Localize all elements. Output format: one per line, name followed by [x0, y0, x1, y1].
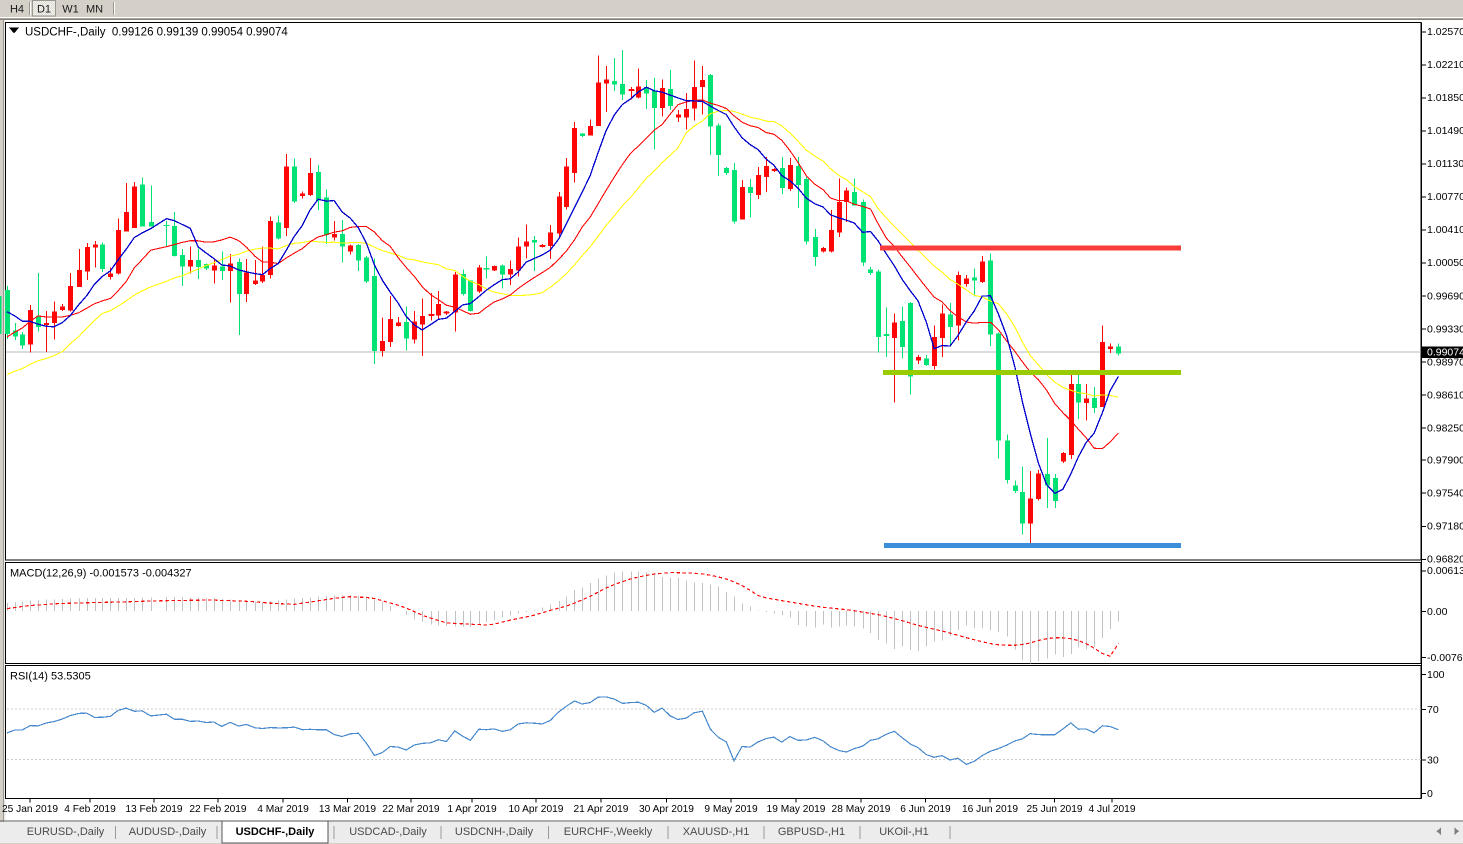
- svg-text:1.02570: 1.02570: [1427, 26, 1463, 38]
- svg-text:XAUUSD-,H1: XAUUSD-,H1: [683, 826, 750, 838]
- svg-text:1.00770: 1.00770: [1427, 191, 1463, 203]
- svg-text:0: 0: [1427, 788, 1433, 800]
- svg-text:0.98610: 0.98610: [1427, 389, 1463, 401]
- svg-text:4 Mar 2019: 4 Mar 2019: [257, 804, 309, 815]
- svg-text:16 Jun 2019: 16 Jun 2019: [962, 804, 1018, 815]
- svg-text:30 Apr 2019: 30 Apr 2019: [639, 804, 694, 815]
- svg-text:1.00050: 1.00050: [1427, 257, 1463, 269]
- svg-text:21 Apr 2019: 21 Apr 2019: [574, 804, 629, 815]
- svg-text:1.02210: 1.02210: [1427, 59, 1463, 71]
- svg-text:19 May 2019: 19 May 2019: [767, 804, 826, 815]
- svg-text:13 Mar 2019: 13 Mar 2019: [319, 804, 377, 815]
- svg-text:100: 100: [1427, 669, 1445, 681]
- svg-text:1 Apr 2019: 1 Apr 2019: [447, 804, 497, 815]
- svg-text:0.99690: 0.99690: [1427, 290, 1463, 302]
- svg-text:0.00: 0.00: [1427, 606, 1448, 618]
- svg-text:-0.007612: -0.007612: [1427, 652, 1463, 664]
- svg-text:0.98970: 0.98970: [1427, 356, 1463, 368]
- svg-text:MACD(12,26,9) -0.001573 -0.004: MACD(12,26,9) -0.001573 -0.004327: [10, 568, 192, 580]
- svg-text:H4: H4: [10, 4, 24, 16]
- svg-text:0.00613: 0.00613: [1427, 565, 1463, 577]
- svg-text:AUDUSD-,Daily: AUDUSD-,Daily: [129, 826, 207, 838]
- svg-text:28 May 2019: 28 May 2019: [832, 804, 891, 815]
- svg-text:0.99074: 0.99074: [1427, 346, 1463, 358]
- svg-text:RSI(14) 53.5305: RSI(14) 53.5305: [10, 671, 91, 683]
- svg-text:0.97180: 0.97180: [1427, 521, 1463, 533]
- svg-text:USDCHF-,Daily: USDCHF-,Daily: [236, 826, 316, 838]
- svg-text:0.97900: 0.97900: [1427, 455, 1463, 467]
- svg-text:1.00410: 1.00410: [1427, 224, 1463, 236]
- svg-text:25 Jan 2019: 25 Jan 2019: [2, 804, 58, 815]
- svg-text:1.01490: 1.01490: [1427, 125, 1463, 137]
- svg-text:EURCHF-,Weekly: EURCHF-,Weekly: [564, 826, 653, 838]
- svg-text:UKOil-,H1: UKOil-,H1: [879, 826, 929, 838]
- svg-text:0.98250: 0.98250: [1427, 422, 1463, 434]
- svg-text:GBPUSD-,H1: GBPUSD-,H1: [778, 826, 845, 838]
- svg-text:22 Mar 2019: 22 Mar 2019: [382, 804, 440, 815]
- svg-text:0.96820: 0.96820: [1427, 554, 1463, 566]
- svg-text:EURUSD-,Daily: EURUSD-,Daily: [27, 826, 105, 838]
- svg-text:6 Jun 2019: 6 Jun 2019: [900, 804, 951, 815]
- svg-text:USDCHF-,Daily 0.99126 0.99139: USDCHF-,Daily 0.99126 0.99139 0.99054 0.…: [25, 27, 288, 39]
- svg-text:30: 30: [1427, 754, 1439, 766]
- svg-text:1.01130: 1.01130: [1427, 158, 1463, 170]
- svg-text:4 Feb 2019: 4 Feb 2019: [64, 804, 116, 815]
- svg-text:13 Feb 2019: 13 Feb 2019: [125, 804, 183, 815]
- svg-text:4 Jul 2019: 4 Jul 2019: [1088, 804, 1135, 815]
- svg-text:0.99330: 0.99330: [1427, 323, 1463, 335]
- svg-text:D1: D1: [37, 4, 51, 16]
- svg-text:0.97540: 0.97540: [1427, 488, 1463, 500]
- svg-text:MN: MN: [86, 4, 103, 16]
- svg-text:9 May 2019: 9 May 2019: [704, 804, 758, 815]
- svg-text:10 Apr 2019: 10 Apr 2019: [509, 804, 564, 815]
- svg-text:25 Jun 2019: 25 Jun 2019: [1026, 804, 1082, 815]
- svg-text:70: 70: [1427, 704, 1439, 716]
- svg-text:W1: W1: [62, 4, 79, 16]
- svg-text:USDCAD-,Daily: USDCAD-,Daily: [349, 826, 427, 838]
- svg-text:22 Feb 2019: 22 Feb 2019: [189, 804, 247, 815]
- svg-text:USDCNH-,Daily: USDCNH-,Daily: [455, 826, 534, 838]
- svg-text:1.01850: 1.01850: [1427, 92, 1463, 104]
